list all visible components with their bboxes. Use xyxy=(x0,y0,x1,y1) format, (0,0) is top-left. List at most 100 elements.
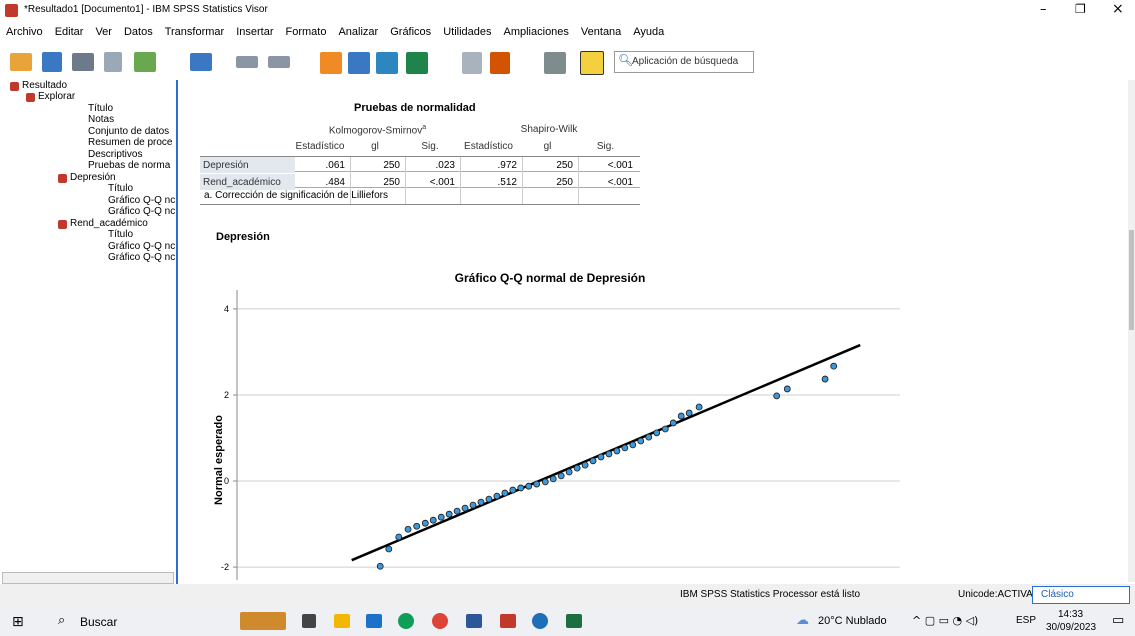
data-point xyxy=(565,468,573,476)
data-point xyxy=(821,375,829,383)
tree-item[interactable]: Gráfico Q-Q nc xyxy=(108,206,176,217)
table-rule xyxy=(200,204,640,205)
row-label: Rend_académico xyxy=(203,176,281,188)
tree-item[interactable]: Explorar xyxy=(38,91,76,102)
taskbar-app[interactable] xyxy=(466,614,482,628)
tree-item[interactable]: Resumen de proce xyxy=(88,137,173,148)
mode-button[interactable]: Clásico xyxy=(1032,586,1130,604)
column-divider xyxy=(405,157,406,204)
tree-item[interactable]: Título xyxy=(108,183,134,194)
table-cell: <.001 xyxy=(607,160,633,171)
chart-icon[interactable] xyxy=(490,52,510,74)
data-point xyxy=(533,480,541,488)
export-icon[interactable] xyxy=(134,52,156,72)
taskbar-app[interactable] xyxy=(240,612,286,630)
menu-item[interactable]: Ver xyxy=(95,26,112,38)
taskbar-search[interactable]: Buscar xyxy=(80,615,118,629)
tree-item[interactable]: Título xyxy=(108,229,134,240)
menu-item[interactable]: Editar xyxy=(54,26,84,38)
clock-time[interactable]: 14:33 xyxy=(1058,609,1084,620)
menu-item[interactable]: Gráficos xyxy=(390,26,432,38)
menu-item[interactable]: Transformar xyxy=(164,26,225,38)
tree-item[interactable]: Pruebas de norma xyxy=(88,160,171,171)
open-icon[interactable] xyxy=(10,53,32,71)
menu-item[interactable]: Datos xyxy=(123,26,153,38)
search-box[interactable]: 🔍︎ Aplicación de búsqueda xyxy=(614,51,754,73)
taskbar-app[interactable] xyxy=(432,613,448,629)
add-icon[interactable] xyxy=(580,51,604,75)
taskbar-app[interactable] xyxy=(366,614,382,628)
redo-icon[interactable] xyxy=(268,56,290,68)
language[interactable]: ESP xyxy=(1016,615,1037,626)
title-bar: *Resultado1 [Documento1] - IBM SPSS Stat… xyxy=(0,0,1135,22)
tree-item[interactable]: Título xyxy=(88,103,114,114)
menu-item[interactable]: Ampliaciones xyxy=(503,26,569,38)
taskbar-app[interactable] xyxy=(500,614,516,628)
tree-item[interactable]: Gráfico Q-Q nc xyxy=(108,252,176,263)
data-point xyxy=(445,510,453,518)
menu-item[interactable]: Analizar xyxy=(338,26,379,38)
column-divider xyxy=(578,157,579,204)
dialog-icon[interactable] xyxy=(190,53,212,71)
tree-hscroll[interactable] xyxy=(2,572,174,584)
tree-icon xyxy=(26,93,35,102)
undo-icon[interactable] xyxy=(236,56,258,68)
data-point xyxy=(501,489,509,497)
taskbar-app[interactable] xyxy=(398,613,414,629)
tree-item[interactable]: Descriptivos xyxy=(88,149,143,160)
vars-icon[interactable] xyxy=(348,52,370,74)
data-point xyxy=(477,498,485,506)
v-scrollbar[interactable] xyxy=(1128,80,1135,582)
tree-item[interactable]: Resultado xyxy=(22,80,68,91)
status-message: IBM SPSS Statistics Processor está listo xyxy=(680,589,861,600)
tree-item[interactable]: Gráfico Q-Q nc xyxy=(108,241,176,252)
taskbar-app[interactable] xyxy=(532,613,548,629)
save-icon[interactable] xyxy=(42,52,62,72)
taskbar-app[interactable] xyxy=(302,614,316,628)
tree-item[interactable]: Notas xyxy=(88,114,115,125)
menu-item[interactable]: Archivo xyxy=(6,26,43,38)
tree-item[interactable]: Gráfico Q-Q nc xyxy=(108,195,176,206)
goto-icon[interactable] xyxy=(320,52,342,74)
search-placeholder: Aplicación de búsqueda xyxy=(632,56,739,67)
tree-item[interactable]: Depresión xyxy=(70,172,116,183)
table-cell: <.001 xyxy=(607,176,633,188)
data-point xyxy=(773,392,781,400)
tray-icons[interactable]: ^ ▢ ▭ ◔ ◁) xyxy=(912,614,979,627)
clock-date[interactable]: 30/09/2023 xyxy=(1046,622,1097,633)
taskbar-app[interactable] xyxy=(334,614,350,628)
split-icon[interactable] xyxy=(376,52,398,74)
menu-item[interactable]: Insertar xyxy=(236,26,274,38)
taskbar-app[interactable] xyxy=(566,614,582,628)
notifications[interactable]: ▭ xyxy=(1112,613,1125,628)
data-point xyxy=(429,516,437,524)
doc-icon[interactable] xyxy=(462,52,482,74)
close[interactable]: × xyxy=(1112,1,1124,17)
scroll-thumb[interactable] xyxy=(1129,230,1134,330)
data-point xyxy=(395,533,403,541)
qq-chart: Gráfico Q-Q normal de Depresión Normal es… xyxy=(213,271,900,580)
minimize[interactable]: – xyxy=(1040,2,1047,17)
data-point xyxy=(525,482,533,490)
preview-icon[interactable] xyxy=(104,52,122,72)
data-point xyxy=(493,492,501,500)
tree-item[interactable]: Conjunto de datos xyxy=(88,126,170,137)
start-button[interactable]: ⊞ xyxy=(12,614,24,630)
column-header: gl xyxy=(371,141,379,152)
table-icon[interactable] xyxy=(406,52,428,74)
menu-item[interactable]: Ventana xyxy=(580,26,622,38)
chart-title: Gráfico Q-Q normal de Depresión xyxy=(455,271,646,285)
menu-item[interactable]: Utilidades xyxy=(443,26,492,38)
tree-item[interactable]: Rend_académico xyxy=(70,218,148,229)
data-point xyxy=(605,450,613,458)
data-point xyxy=(557,472,565,480)
row-label: Depresión xyxy=(203,160,249,171)
print-icon[interactable] xyxy=(72,53,94,71)
weather-icon: ☁ xyxy=(796,613,809,628)
menu-item[interactable]: Ayuda xyxy=(633,26,665,38)
grid-icon[interactable] xyxy=(544,52,566,74)
data-point xyxy=(541,478,549,486)
restore[interactable]: ❐ xyxy=(1075,2,1086,16)
menu-item[interactable]: Formato xyxy=(285,26,327,38)
